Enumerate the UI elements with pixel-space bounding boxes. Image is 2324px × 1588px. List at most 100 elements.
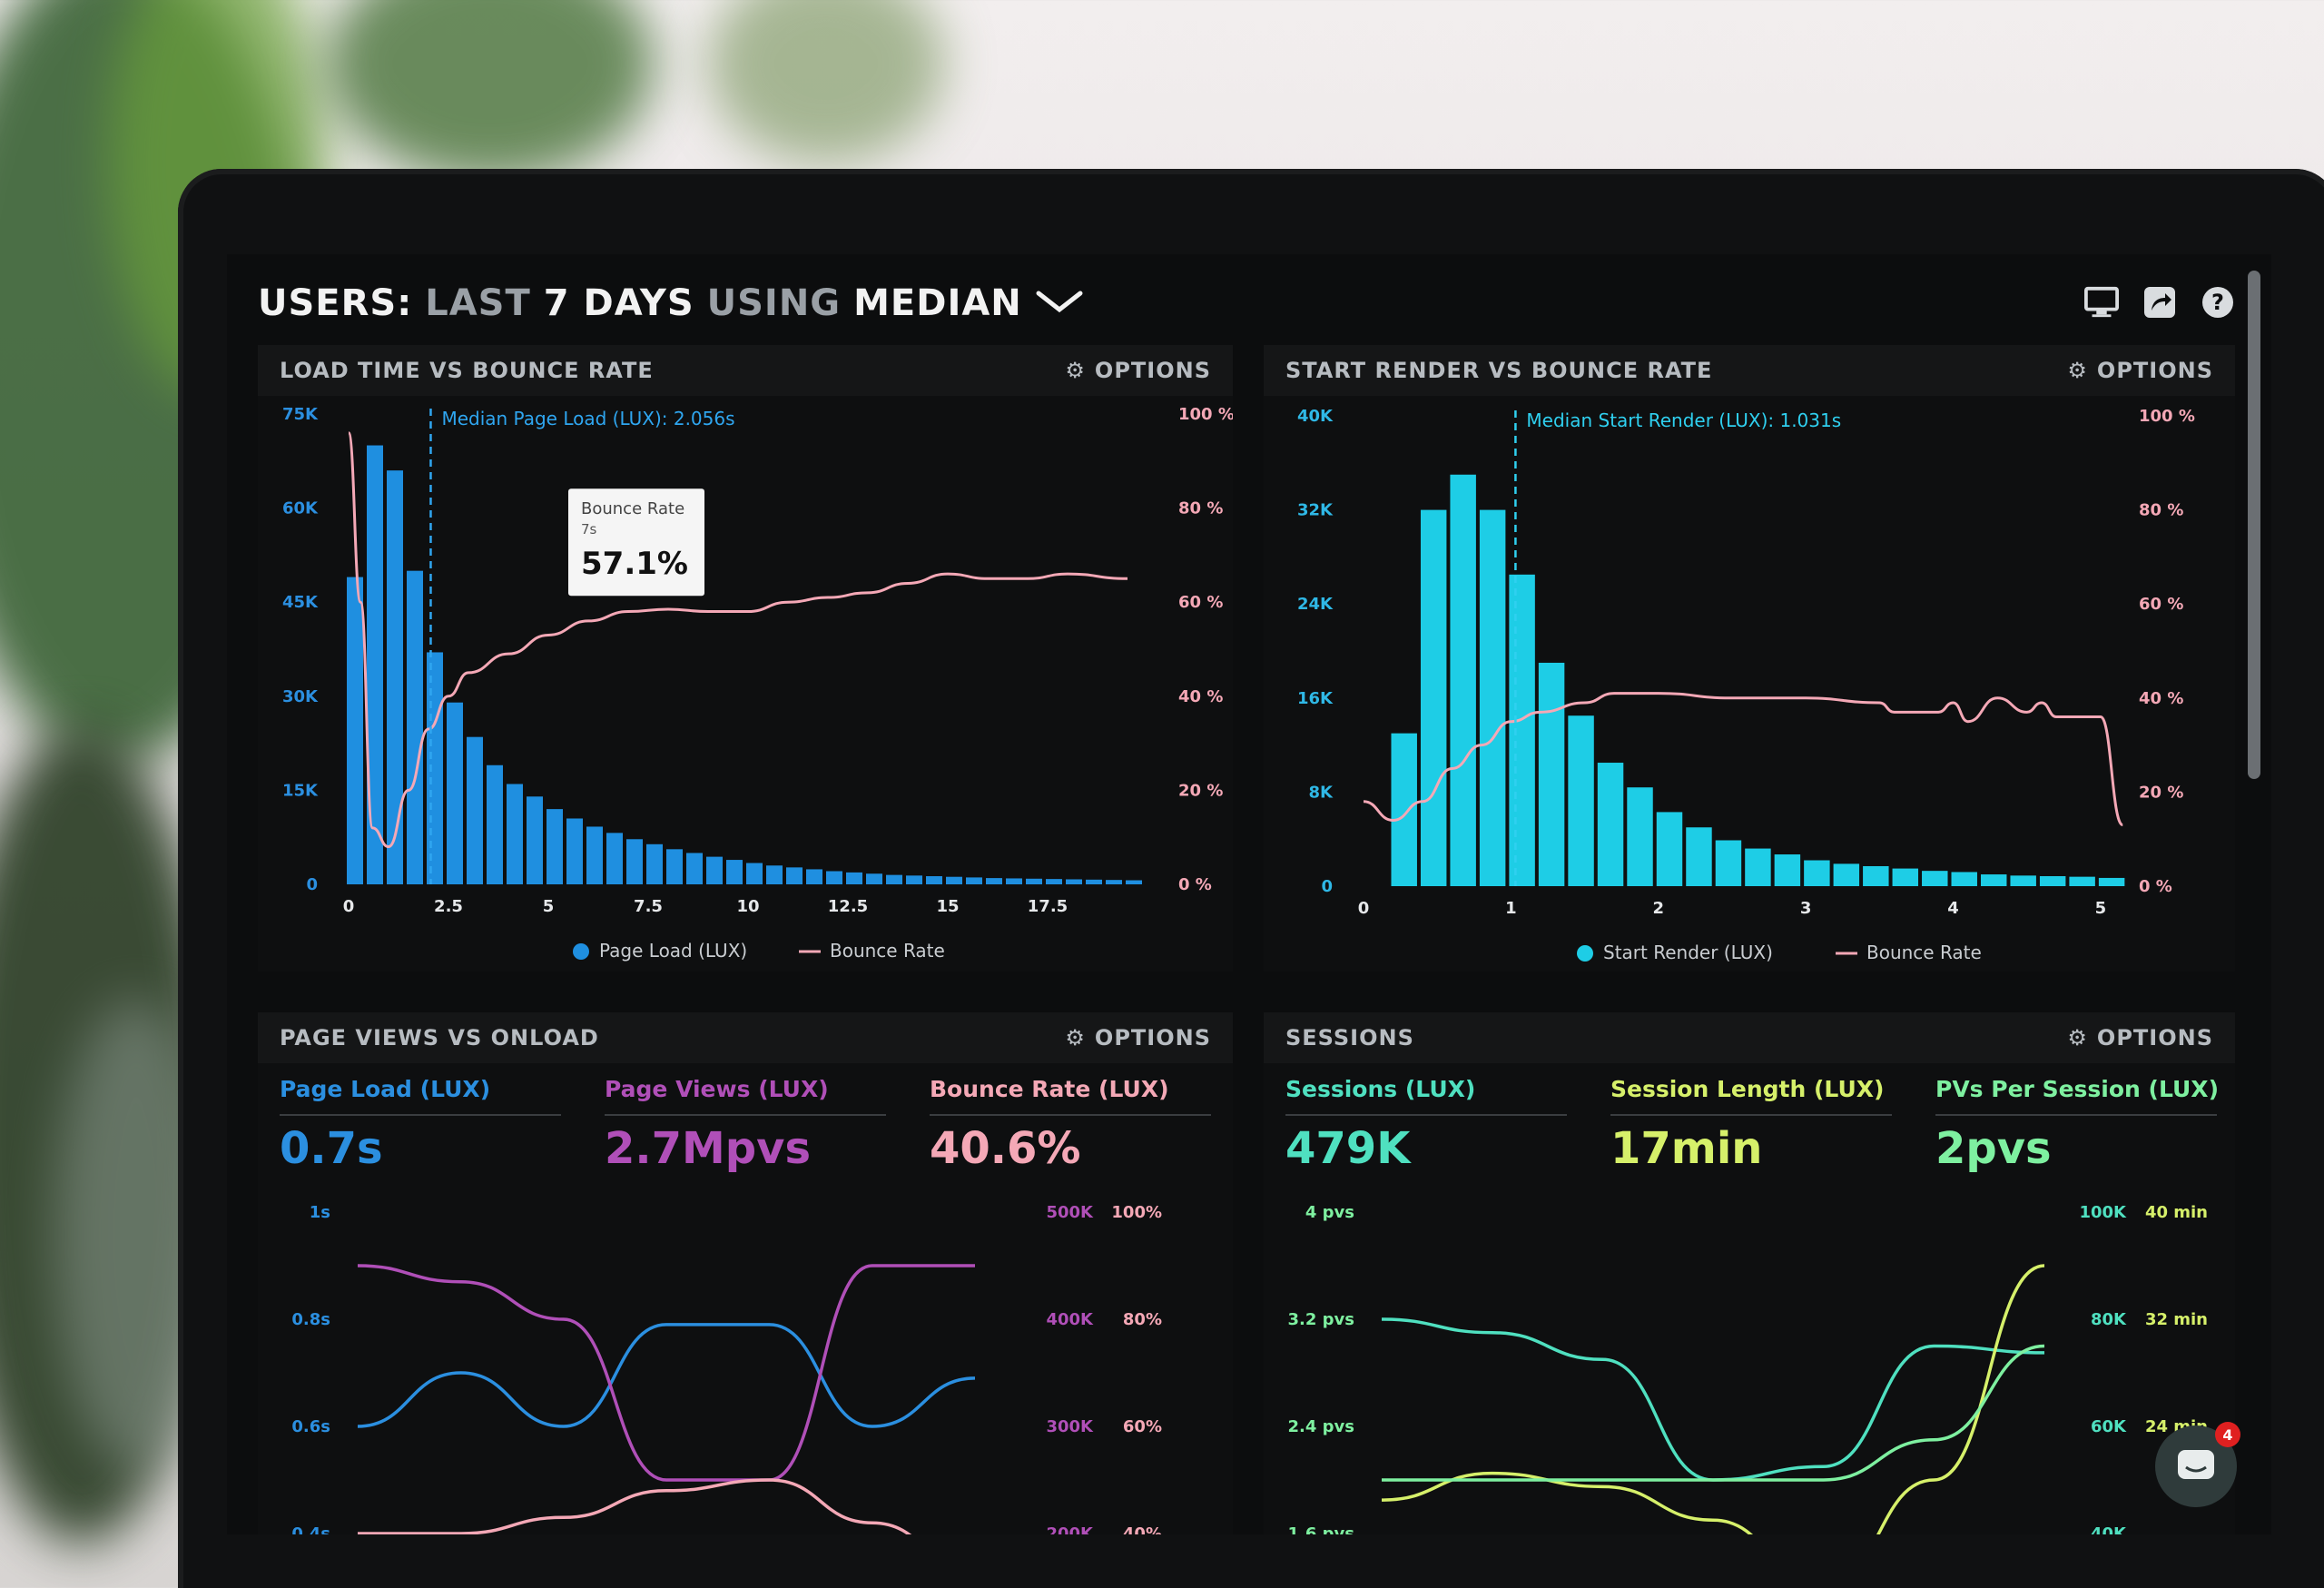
- histogram-bar: [726, 860, 743, 884]
- gear-icon: ⚙: [1065, 358, 1086, 383]
- histogram-bar: [1126, 880, 1142, 884]
- notification-badge: 4: [2215, 1422, 2240, 1447]
- y-axis-right-tick: 300K: [1046, 1417, 1094, 1436]
- histogram-bar: [1538, 662, 1565, 886]
- y-axis-right-tick: 500K: [1046, 1203, 1094, 1222]
- panel-title: SESSIONS: [1285, 1025, 1414, 1050]
- histogram-bar: [1391, 733, 1417, 886]
- dashboard-screen: USERS: LAST 7 DAYS USING MEDIAN ? LOAD T…: [227, 254, 2271, 1534]
- options-button[interactable]: ⚙ OPTIONS: [2067, 358, 2213, 383]
- histogram-bar: [1597, 763, 1624, 886]
- histogram-bar: [946, 876, 962, 884]
- kpi-divider: [1935, 1114, 2217, 1116]
- histogram-bar: [487, 764, 503, 884]
- histogram-bar: [906, 875, 922, 884]
- help-icon[interactable]: ?: [2201, 285, 2235, 320]
- y-axis-right-tick: 80 %: [2139, 501, 2183, 520]
- y-axis-right-tick: 100 %: [2139, 407, 2195, 426]
- options-label: OPTIONS: [1094, 1025, 1211, 1050]
- legend-bar-label: Page Load (LUX): [599, 940, 747, 962]
- histogram-bar: [1686, 827, 1712, 886]
- gear-icon: ⚙: [2067, 1025, 2088, 1050]
- header-median: MEDIAN: [853, 282, 1022, 324]
- y-axis-right-tick: 20 %: [2139, 783, 2183, 802]
- histogram-bar: [626, 839, 643, 884]
- options-button[interactable]: ⚙ OPTIONS: [1065, 1025, 1211, 1050]
- x-axis-tick: 12.5: [828, 897, 868, 916]
- kpi-divider: [280, 1114, 561, 1116]
- histogram-bar: [1774, 854, 1801, 886]
- histogram-bar: [686, 853, 703, 884]
- kpi-divider: [1285, 1114, 1567, 1116]
- y-axis-right-tick: 80 %: [1178, 499, 1223, 518]
- histogram-bar: [966, 877, 982, 884]
- x-axis-tick: 10: [736, 897, 759, 916]
- histogram-bar: [2010, 875, 2036, 886]
- histogram-bar: [1006, 878, 1022, 884]
- y-axis-right-tick: 20 %: [1178, 781, 1223, 800]
- histogram-bar: [786, 867, 803, 884]
- histogram-bar: [1922, 871, 1948, 886]
- header-days: 7 DAYS: [543, 282, 694, 324]
- histogram-bar: [886, 874, 902, 884]
- histogram-bar: [926, 876, 942, 884]
- kpi-value: 17min: [1610, 1123, 1763, 1174]
- scrollbar[interactable]: [2248, 271, 2260, 779]
- gear-icon: ⚙: [1065, 1025, 1086, 1050]
- histogram-bar: [1066, 879, 1082, 884]
- series-line: [357, 1264, 975, 1482]
- histogram-bar: [1892, 868, 1919, 886]
- histogram-bar: [646, 843, 663, 884]
- kpi-value: 2pvs: [1935, 1123, 2052, 1174]
- panel-start-render: START RENDER VS BOUNCE RATE ⚙ OPTIONS 0 8…: [1264, 345, 2235, 972]
- y-axis-right-tick: 60%: [1123, 1417, 1162, 1436]
- y-axis-left-tick: 3.2 pvs: [1288, 1310, 1355, 1329]
- y-axis-left-tick: 0.8s: [291, 1310, 330, 1329]
- histogram-bar: [1086, 879, 1102, 884]
- chat-button[interactable]: 4: [2155, 1422, 2240, 1507]
- histogram-bar: [347, 577, 363, 884]
- series-line: [357, 1323, 976, 1428]
- y-axis-left-tick: 2.4 pvs: [1288, 1417, 1355, 1436]
- histogram-bar: [746, 863, 763, 884]
- x-axis-tick: 2: [1652, 899, 1664, 918]
- legend-bar-dot: [1577, 945, 1593, 962]
- y-axis-left-tick: 8K: [1309, 783, 1334, 802]
- gear-icon: ⚙: [2067, 358, 2088, 383]
- chevron-down-icon[interactable]: [1035, 282, 1084, 324]
- y-axis-right-tick: 100 %: [1178, 405, 1233, 424]
- options-button[interactable]: ⚙ OPTIONS: [1065, 358, 1211, 383]
- monitor-icon[interactable]: [2084, 285, 2119, 320]
- histogram-bar: [606, 833, 623, 884]
- y-axis-left-tick: 24K: [1297, 595, 1334, 614]
- tooltip-title: Bounce Rate: [581, 499, 684, 518]
- tooltip-box: [568, 488, 704, 597]
- kpi-label: Session Length (LUX): [1610, 1076, 1885, 1102]
- panel-load-time: LOAD TIME VS BOUNCE RATE ⚙ OPTIONS 0 15K 3…: [258, 345, 1233, 972]
- panel-load-time-header: LOAD TIME VS BOUNCE RATE ⚙ OPTIONS: [258, 345, 1233, 396]
- x-axis-tick: 7.5: [634, 897, 663, 916]
- kpi-value: 0.7s: [280, 1123, 383, 1174]
- options-button[interactable]: ⚙ OPTIONS: [2067, 1025, 2213, 1050]
- share-icon[interactable]: [2142, 285, 2177, 320]
- y-axis-right-tick: 80K: [2091, 1310, 2127, 1329]
- x-axis-tick: 1: [1505, 899, 1517, 918]
- y-axis-right-tick: 400K: [1046, 1310, 1094, 1329]
- panel-title: LOAD TIME VS BOUNCE RATE: [280, 358, 654, 383]
- y-axis-left-tick: 1.6 pvs: [1288, 1524, 1355, 1534]
- kpi-label: Bounce Rate (LUX): [930, 1076, 1169, 1102]
- y-axis-left-tick: 0.6s: [291, 1417, 330, 1436]
- x-axis-tick: 0: [1358, 899, 1370, 918]
- y-axis-left-tick: 16K: [1297, 689, 1334, 708]
- panel-page-views: PAGE VIEWS VS ONLOAD ⚙ OPTIONS Page Load…: [258, 1012, 1233, 1534]
- tooltip-sub: 7s: [581, 521, 597, 538]
- series-line: [357, 1478, 912, 1534]
- dashboard-header[interactable]: USERS: LAST 7 DAYS USING MEDIAN: [258, 276, 1084, 330]
- x-axis-tick: 15: [936, 897, 959, 916]
- histogram-bar: [806, 869, 822, 884]
- histogram-bar: [706, 856, 723, 884]
- histogram-bar: [1951, 872, 1977, 886]
- y-axis-left-tick: 40K: [1297, 407, 1334, 426]
- histogram-bar: [1106, 880, 1122, 884]
